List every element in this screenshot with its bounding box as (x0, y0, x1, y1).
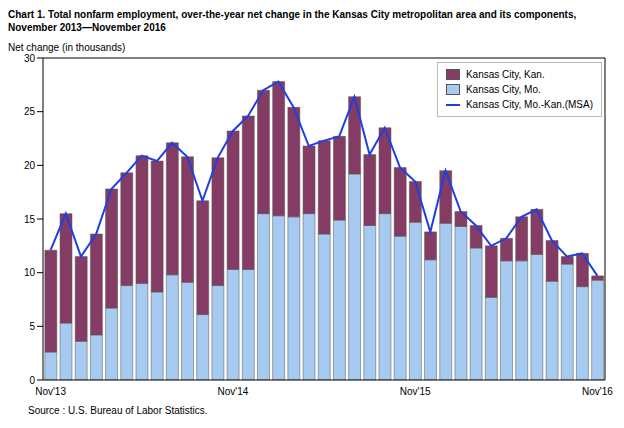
svg-text:25: 25 (24, 106, 36, 117)
html-text:Chart 1. Total nonfarm employm: Chart 1. Total nonfarm employment, over-… (8, 9, 577, 33)
svg-text:Nov'16: Nov'16 (582, 386, 613, 397)
svg-text:Nov'13: Nov'13 (35, 386, 66, 397)
svg-text:Nov'14: Nov'14 (217, 386, 248, 397)
html-text:Kansas City, Kan.: Kansas City, Kan. (465, 69, 545, 80)
svg-text:Nov'15: Nov'15 (400, 386, 431, 397)
svg-text:15: 15 (24, 214, 36, 225)
html-text:Kansas City, Mo.-Kan.(MSA): Kansas City, Mo.-Kan.(MSA) (465, 99, 593, 110)
svg-text:10: 10 (24, 267, 36, 278)
html-text:Net change (in thousands): Net change (in thousands) (8, 42, 126, 53)
html-text:Kansas City, Mo.: Kansas City, Mo. (465, 84, 541, 95)
svg-text:5: 5 (29, 321, 35, 332)
svg-text:20: 20 (24, 160, 36, 171)
svg-text:0: 0 (29, 375, 35, 386)
html-text:Source : U.S. Bureau of Labor: Source : U.S. Bureau of Labor Statistics… (28, 405, 208, 416)
svg-text:30: 30 (24, 53, 36, 64)
